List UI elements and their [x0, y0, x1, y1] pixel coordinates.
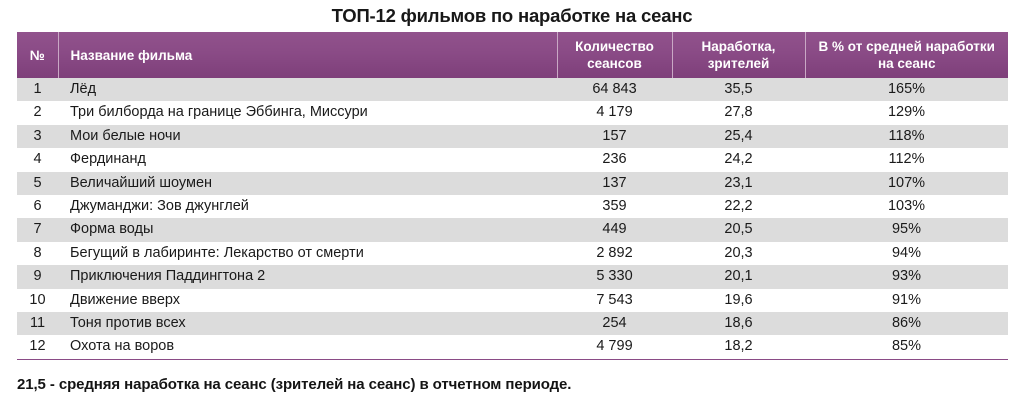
footnote: 21,5 - средняя наработка на сеанс (зрите…	[17, 376, 572, 393]
cell-sessions: 359	[557, 195, 672, 219]
page-title: ТОП-12 фильмов по наработке на сеанс	[331, 5, 693, 26]
cell-attendance: 25,4	[672, 124, 805, 149]
column-header-film-name: Название фильма	[58, 32, 558, 78]
cell-sessions: 236	[557, 148, 672, 172]
table-row: 2 Три билборда на границе Эббинга, Миссур…	[17, 101, 1008, 125]
cell-percent: 165%	[805, 78, 1008, 102]
cell-attendance: 19,6	[672, 288, 805, 313]
cell-film-name: Бегущий в лабиринте: Лекарство от смерти	[58, 241, 557, 266]
cell-percent: 95%	[805, 218, 1008, 242]
cell-percent: 93%	[805, 265, 1008, 289]
cell-film-name: Джуманджи: Зов джунглей	[58, 195, 557, 219]
column-header-attendance-line1: Наработка,	[701, 39, 776, 54]
cell-film-name: Охота на воров	[58, 335, 557, 360]
cell-attendance: 20,5	[672, 218, 805, 242]
cell-percent: 118%	[805, 124, 1008, 149]
table-row: 12 Охота на воров 4 799 18,2 85%	[17, 335, 1008, 360]
cell-film-name: Величайший шоумен	[58, 171, 557, 196]
table-header: № Название фильма Количество сеансов Нар…	[17, 32, 1008, 78]
column-header-sessions-line2: сеансов	[587, 56, 642, 71]
cell-sessions: 5 330	[557, 265, 672, 289]
cell-attendance: 23,1	[672, 171, 805, 196]
cell-film-name: Движение вверх	[58, 288, 557, 313]
cell-sessions: 137	[557, 171, 672, 196]
table-row: 5 Величайший шоумен 137 23,1 107%	[17, 171, 1008, 196]
cell-attendance: 18,6	[672, 312, 805, 336]
cell-number: 8	[17, 241, 58, 266]
top12-table-container: № Название фильма Количество сеансов Нар…	[17, 32, 1008, 360]
cell-percent: 91%	[805, 288, 1008, 313]
column-header-sessions-line1: Количество	[575, 39, 654, 54]
cell-attendance: 20,3	[672, 241, 805, 266]
cell-sessions: 254	[557, 312, 672, 336]
column-header-attendance: Наработка, зрителей	[672, 32, 806, 78]
table-row: 10 Движение вверх 7 543 19,6 91%	[17, 288, 1008, 313]
cell-sessions: 64 843	[557, 78, 672, 102]
cell-film-name: Приключения Паддингтона 2	[58, 265, 557, 289]
table-row: 11 Тоня против всех 254 18,6 86%	[17, 312, 1008, 336]
cell-sessions: 2 892	[557, 241, 672, 266]
cell-percent: 112%	[805, 148, 1008, 172]
table-row: 1 Лёд 64 843 35,5 165%	[17, 78, 1008, 102]
cell-number: 6	[17, 195, 58, 219]
cell-number: 7	[17, 218, 58, 242]
table-row: 3 Мои белые ночи 157 25,4 118%	[17, 124, 1008, 149]
cell-percent: 86%	[805, 312, 1008, 336]
cell-attendance: 20,1	[672, 265, 805, 289]
cell-number: 3	[17, 124, 58, 149]
cell-number: 9	[17, 265, 58, 289]
column-header-attendance-line2: зрителей	[707, 56, 770, 71]
column-header-sessions: Количество сеансов	[557, 32, 673, 78]
table-row: 4 Фердинанд 236 24,2 112%	[17, 148, 1008, 172]
table-body: 1 Лёд 64 843 35,5 165% 2 Три билборда на грани…	[17, 78, 1008, 360]
cell-film-name: Тоня против всех	[58, 312, 557, 336]
cell-percent: 94%	[805, 241, 1008, 266]
column-header-number: №	[17, 32, 59, 78]
cell-percent: 129%	[805, 101, 1008, 125]
cell-film-name: Лёд	[58, 78, 557, 102]
cell-sessions: 4 179	[557, 101, 672, 125]
cell-number: 11	[17, 312, 58, 336]
cell-film-name: Форма воды	[58, 218, 557, 242]
cell-number: 10	[17, 288, 58, 313]
cell-number: 1	[17, 78, 58, 102]
cell-attendance: 22,2	[672, 195, 805, 219]
column-header-percent-line1: В % от средней наработки	[818, 39, 995, 54]
cell-sessions: 7 543	[557, 288, 672, 313]
cell-attendance: 27,8	[672, 101, 805, 125]
cell-percent: 85%	[805, 335, 1008, 360]
table-row: 6 Джуманджи: Зов джунглей 359 22,2 103%	[17, 195, 1008, 219]
cell-attendance: 18,2	[672, 335, 805, 360]
cell-number: 5	[17, 171, 58, 196]
cell-sessions: 4 799	[557, 335, 672, 360]
cell-percent: 103%	[805, 195, 1008, 219]
cell-sessions: 157	[557, 124, 672, 149]
cell-attendance: 35,5	[672, 78, 805, 102]
top12-films-table: № Название фильма Количество сеансов Нар…	[17, 32, 1008, 360]
cell-percent: 107%	[805, 171, 1008, 196]
cell-sessions: 449	[557, 218, 672, 242]
column-header-percent-line2: на сеанс	[877, 56, 936, 71]
table-row: 8 Бегущий в лабиринте: Лекарство от смерт…	[17, 241, 1008, 266]
cell-number: 2	[17, 101, 58, 125]
cell-number: 4	[17, 148, 58, 172]
cell-number: 12	[17, 335, 58, 360]
cell-film-name: Мои белые ночи	[58, 124, 557, 149]
column-header-percent-of-average: В % от средней наработки на сеанс	[805, 32, 1008, 78]
cell-film-name: Три билборда на границе Эббинга, Миссури	[58, 101, 557, 125]
cell-attendance: 24,2	[672, 148, 805, 172]
cell-film-name: Фердинанд	[58, 148, 557, 172]
table-row: 7 Форма воды 449 20,5 95%	[17, 218, 1008, 242]
table-header-row: № Название фильма Количество сеансов Нар…	[17, 32, 1008, 78]
